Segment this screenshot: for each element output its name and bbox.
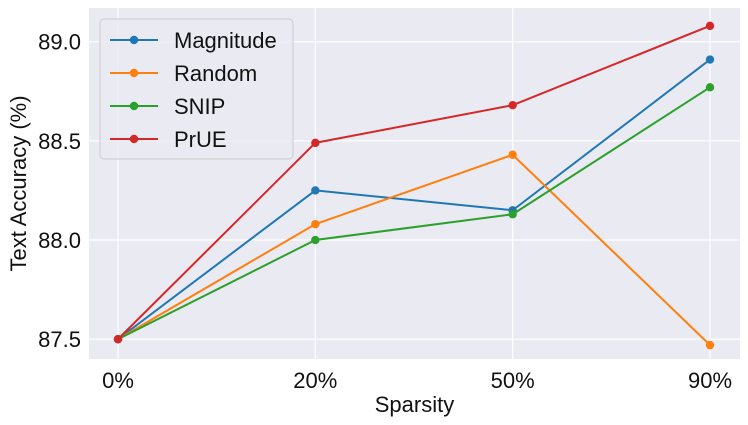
data-point-snip: [705, 83, 715, 92]
legend-swatch-marker: [129, 134, 139, 144]
data-point-prue: [705, 21, 715, 31]
data-point-snip: [508, 210, 517, 219]
series-line-prue: [117, 24, 711, 340]
series-line-snip: [117, 86, 711, 341]
y-tick-label: 87.5: [38, 327, 81, 352]
y-axis-label: Text Accuracy (%): [6, 95, 31, 271]
y-tick-label: 89.0: [38, 30, 81, 55]
data-point-random: [311, 219, 320, 229]
x-tick-label: 50%: [491, 368, 535, 393]
x-tick-label: 90%: [688, 368, 732, 393]
legend-swatch-marker: [129, 35, 139, 45]
legend-item-snip: SNIP: [110, 94, 225, 119]
legend-swatch-marker: [129, 68, 139, 78]
data-point-snip: [311, 235, 320, 245]
data-point-random: [508, 150, 517, 159]
x-tick-label: 0%: [102, 368, 134, 393]
legend-item-random: Random: [110, 61, 257, 86]
legend-swatch-marker: [129, 101, 139, 111]
x-tick-label: 20%: [293, 368, 337, 393]
legend-item-magnitude: Magnitude: [110, 28, 277, 53]
data-point-magnitude: [311, 186, 320, 195]
data-point-prue: [113, 334, 123, 344]
legend: Magnitude Random SNIP PrUE: [99, 18, 294, 160]
x-axis-label: Sparsity: [375, 392, 454, 417]
data-point-prue: [508, 100, 517, 110]
axis-ticks: 87.5 88.0 88.5 89.0 0% 20% 50% 90%: [38, 30, 732, 393]
legend-box: [99, 18, 294, 160]
legend-item-prue: PrUE: [110, 127, 227, 152]
data-point-prue: [311, 138, 320, 148]
data-point-magnitude: [705, 55, 715, 64]
series-prue: [113, 21, 715, 344]
series-line-random: [117, 153, 711, 346]
y-tick-label: 88.0: [38, 228, 81, 253]
legend-label: SNIP: [174, 94, 225, 119]
legend-label: PrUE: [174, 127, 227, 152]
data-point-random: [705, 340, 715, 350]
series-layer: [113, 21, 715, 350]
legend-label: Magnitude: [174, 28, 277, 53]
legend-label: Random: [174, 61, 257, 86]
y-tick-label: 88.5: [38, 129, 81, 154]
series-line-magnitude: [117, 58, 711, 340]
